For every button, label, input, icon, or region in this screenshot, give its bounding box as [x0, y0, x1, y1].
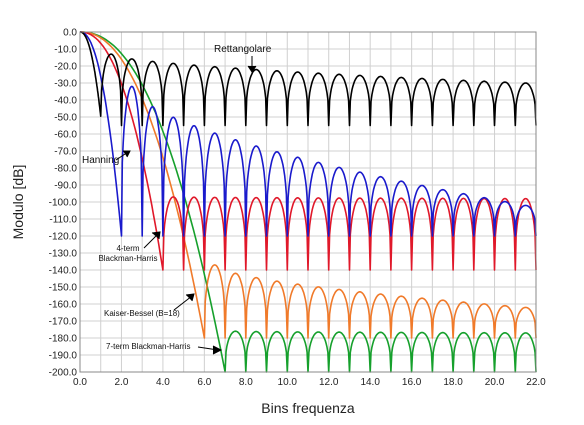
x-axis-title: Bins frequenza — [261, 400, 355, 416]
y-tick-label: -150.0 — [49, 283, 78, 294]
y-tick-label: -180.0 — [49, 334, 78, 345]
x-tick-label: 10.0 — [278, 377, 298, 388]
x-tick-label: 22.0 — [526, 377, 546, 388]
y-tick-label: -190.0 — [49, 351, 78, 362]
annotation-hanning: Hanning — [82, 155, 119, 166]
y-axis-title: Modulo [dB] — [10, 165, 26, 240]
x-tick-label: 18.0 — [443, 377, 463, 388]
x-tick-label: 6.0 — [197, 377, 211, 388]
y-tick-label: -170.0 — [49, 317, 78, 328]
y-tick-label: -120.0 — [49, 232, 78, 243]
annotation-4term-line2: Blackman-Harris — [98, 254, 157, 263]
x-tick-label: 2.0 — [115, 377, 129, 388]
annotations: Rettangolare Hanning 4-term Blackman-Har… — [82, 44, 272, 355]
y-tick-label: -50.0 — [54, 113, 77, 124]
y-tick-label: -130.0 — [49, 249, 78, 260]
y-tick-label: -90.0 — [54, 181, 77, 192]
y-tick-label: -30.0 — [54, 79, 77, 90]
annotation-7term: 7-term Blackman-Harris — [106, 342, 190, 351]
x-tick-label: 16.0 — [402, 377, 422, 388]
arrowhead-7term — [212, 345, 223, 355]
arrowhead-4term — [151, 231, 161, 240]
y-tick-label: -70.0 — [54, 147, 77, 158]
x-tick-label: 4.0 — [156, 377, 170, 388]
y-tick-label: -40.0 — [54, 96, 77, 107]
y-tick-label: -100.0 — [49, 198, 78, 209]
annotation-4term-line1: 4-term — [116, 244, 139, 253]
series-line-rettangolare — [79, 31, 537, 127]
y-tick-label: -200.0 — [49, 368, 78, 379]
y-tick-label: -80.0 — [54, 164, 77, 175]
series-line-4-term-blackman-harris — [80, 31, 537, 271]
x-tick-labels: 0.0 2.0 4.0 6.0 8.0 10.0 12.0 14.0 16.0 18.0 20.0 2… — [73, 377, 546, 388]
x-tick-label: 8.0 — [239, 377, 253, 388]
y-tick-label: -60.0 — [54, 130, 77, 141]
series-line-hanning — [79, 31, 537, 237]
x-tick-label: 20.0 — [485, 377, 505, 388]
y-tick-label: -160.0 — [49, 300, 78, 311]
annotation-arrows — [115, 56, 257, 355]
series-group — [79, 31, 537, 373]
annotation-kaiser-bessel: Kaiser-Bessel (B=18) — [104, 309, 180, 318]
y-tick-label: 0.0 — [63, 28, 77, 39]
y-tick-label: -20.0 — [54, 62, 77, 73]
series-line-7-term-blackman-harris — [80, 31, 537, 373]
x-tick-label: 0.0 — [73, 377, 87, 388]
plot-frame — [79, 31, 537, 373]
annotation-rettangolare: Rettangolare — [214, 44, 272, 55]
y-tick-label: -10.0 — [54, 45, 77, 56]
y-tick-labels: 0.0 -10.0 -20.0 -30.0 -40.0 -50.0 -60.0 -70.0 -8… — [49, 28, 78, 379]
arrowhead-hanning — [123, 150, 131, 158]
y-tick-label: -110.0 — [49, 215, 77, 226]
series-line-kaiser-bessel-b-18- — [80, 31, 537, 339]
arrowhead-kaiser — [185, 293, 195, 302]
x-tick-label: 12.0 — [319, 377, 339, 388]
x-tick-label: 14.0 — [360, 377, 380, 388]
y-tick-label: -140.0 — [49, 266, 78, 277]
arrow-4term — [143, 233, 159, 249]
arrow-kaiser — [173, 295, 193, 311]
arrowhead-rettangolare — [247, 65, 257, 73]
